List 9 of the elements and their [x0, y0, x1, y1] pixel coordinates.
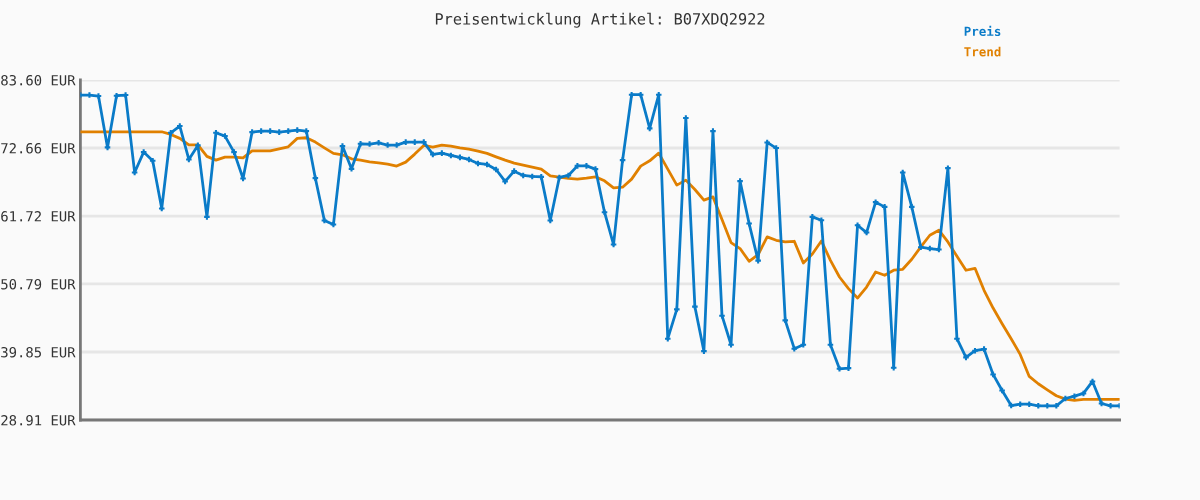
y-tick-label: 28.91 EUR: [1, 415, 76, 426]
y-tick-label: 39.85 EUR: [1, 346, 76, 358]
y-tick-label: 83.60 EUR: [1, 75, 76, 86]
text: Trend: [964, 46, 1001, 57]
y-tick-label: 61.72 EUR: [1, 211, 76, 222]
chart-title: Preisentwicklung Artikel: B07XDQ2922: [435, 12, 765, 28]
y-tick-label: 72.66 EUR: [1, 143, 76, 154]
y-tick-label: 50.79 EUR: [1, 278, 76, 290]
text: Preis: [964, 25, 1001, 37]
